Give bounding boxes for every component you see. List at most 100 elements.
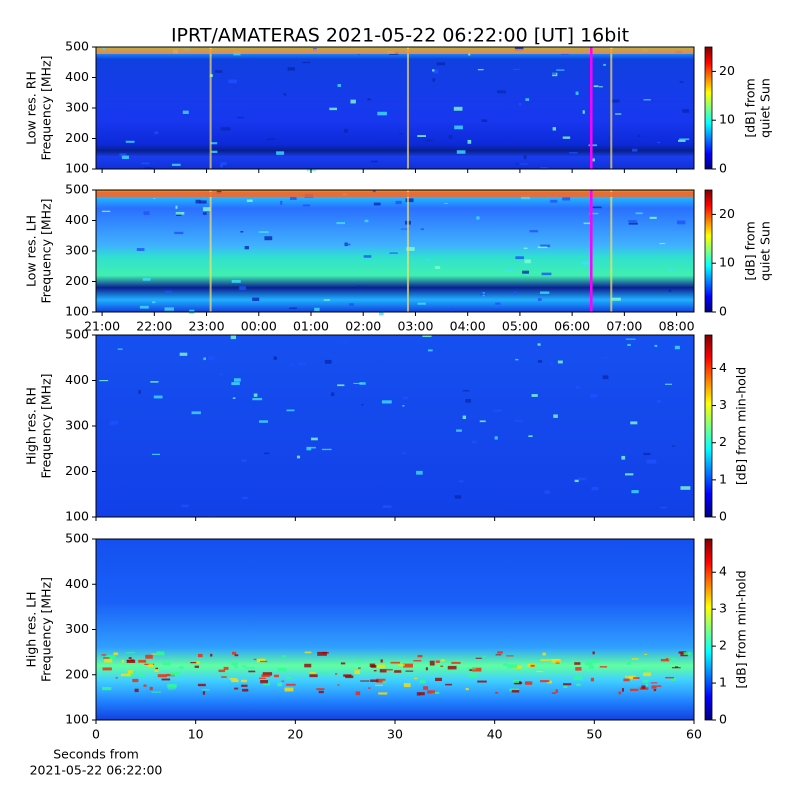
colorbar-tick-label: 4 <box>719 564 727 579</box>
spectrogram-speck <box>540 659 550 662</box>
y-tick-label: 500 <box>65 182 89 197</box>
spectrogram-speck <box>676 220 686 225</box>
x-tick-label: 20 <box>287 727 303 742</box>
x-axis-label: Seconds from <box>53 747 139 762</box>
spectrogram-speck <box>621 455 626 460</box>
spectrogram-speck <box>400 228 409 230</box>
spectrogram-speck <box>298 362 306 366</box>
colorbar-tick-label: 10 <box>719 255 735 270</box>
spectrogram-speck <box>422 335 432 338</box>
spectrogram-speck <box>506 269 514 272</box>
spectrogram-speck <box>376 678 386 683</box>
spectrogram <box>96 539 694 720</box>
spectrogram-speck <box>674 345 680 350</box>
spectrogram-speck <box>581 261 590 265</box>
spectrogram-speck <box>643 672 652 677</box>
spectrogram-texture <box>99 335 691 518</box>
spectrogram-speck <box>106 655 116 659</box>
spectrogram-speck <box>602 375 609 380</box>
spectrogram-speck <box>378 692 388 695</box>
spectrogram-speck <box>561 53 569 55</box>
spectrogram-speck <box>651 685 657 689</box>
spectrogram-speck <box>215 70 223 73</box>
spectrogram-speck <box>419 692 425 696</box>
top-band <box>96 192 694 197</box>
spectrogram-speck <box>383 668 393 671</box>
spectrogram-speck <box>630 688 639 691</box>
spectrogram-speck <box>231 651 237 655</box>
spectrogram-speck <box>468 674 478 678</box>
spectrogram-speck <box>232 397 236 399</box>
spectrogram-speck <box>427 690 435 694</box>
spectrogram-speck <box>495 302 501 305</box>
spectrogram-speck <box>562 136 571 139</box>
spectrogram-speck <box>208 355 215 360</box>
spectrogram-speck <box>121 155 129 159</box>
spectrogram-speck <box>665 383 673 385</box>
spectrogram-speck <box>440 659 445 662</box>
spectrogram-speck <box>360 404 364 406</box>
spectrogram-speck <box>156 651 165 656</box>
spectrogram-speck <box>262 672 273 676</box>
spectrogram-speck <box>210 142 218 145</box>
spectrogram-speck <box>425 259 430 261</box>
spectrogram-speck <box>345 675 354 679</box>
spectrogram-speck <box>125 652 136 654</box>
spectrogram-speck <box>253 393 258 397</box>
colorbar-label: quiet Sun <box>758 221 773 281</box>
spectrogram-speck <box>589 212 599 215</box>
spectrogram-speck <box>121 659 125 663</box>
spectrogram-speck <box>467 668 477 670</box>
spectrogram-speck <box>343 128 348 133</box>
y-tick-label: 300 <box>65 243 89 258</box>
spectrogram-speck <box>435 660 440 663</box>
spectrogram-speck <box>453 106 463 111</box>
spectrogram-speck <box>679 138 690 141</box>
spectrogram-speck <box>552 127 557 131</box>
spectrogram-speck <box>476 216 480 220</box>
spectrogram-speck <box>462 415 467 420</box>
spectrogram-speck <box>252 297 260 301</box>
spectrogram-speck <box>321 448 332 451</box>
y-tick-label: 200 <box>65 666 89 681</box>
spectrogram-speck <box>104 659 113 663</box>
spectrogram-speck <box>145 654 153 659</box>
spectrogram-speck <box>590 394 598 398</box>
spectrogram-speck <box>637 134 641 137</box>
y-axis-label: High res. RH <box>24 387 39 465</box>
spectrogram-speck <box>514 419 523 422</box>
spectrogram-speck <box>242 688 249 692</box>
spectrogram-speck <box>331 392 335 397</box>
spectrogram-speck <box>653 689 657 692</box>
spectrogram-speck <box>126 659 136 664</box>
spectrogram-speck <box>582 110 585 114</box>
spectrogram-speck <box>494 436 498 440</box>
spectrogram-speck <box>448 135 453 139</box>
spectrogram-speck <box>643 452 651 456</box>
spectrogram-speck <box>429 660 435 663</box>
spectrogram-speck <box>102 686 112 691</box>
spectrogram-speck <box>451 661 461 664</box>
spectrogram-speck <box>144 167 153 170</box>
colorbar-label: quiet Sun <box>758 78 773 138</box>
spectrogram-speck <box>219 373 224 376</box>
spectrogram-speck <box>290 363 293 367</box>
spectrogram-speck <box>401 452 407 455</box>
spectrogram-speck <box>405 670 414 672</box>
spectrogram-speck <box>252 397 263 401</box>
spectrogram-speck <box>380 659 383 663</box>
spectrogram-speck <box>683 652 692 655</box>
spectrogram-speck <box>574 479 579 483</box>
spectrogram-speck <box>190 661 198 664</box>
spectrogram-speck <box>182 110 189 114</box>
spectrogram-speck <box>578 477 587 481</box>
spectrogram-speck <box>583 222 593 225</box>
spectrogram-speck <box>155 667 159 670</box>
spectrogram-speck <box>645 683 648 687</box>
colorbar-tick-label: 1 <box>719 675 727 690</box>
spectrogram-texture <box>101 651 692 696</box>
spectrogram-speck <box>632 148 638 152</box>
colorbar-label: [dB] from <box>743 221 758 280</box>
spectrogram-speck <box>635 212 643 215</box>
